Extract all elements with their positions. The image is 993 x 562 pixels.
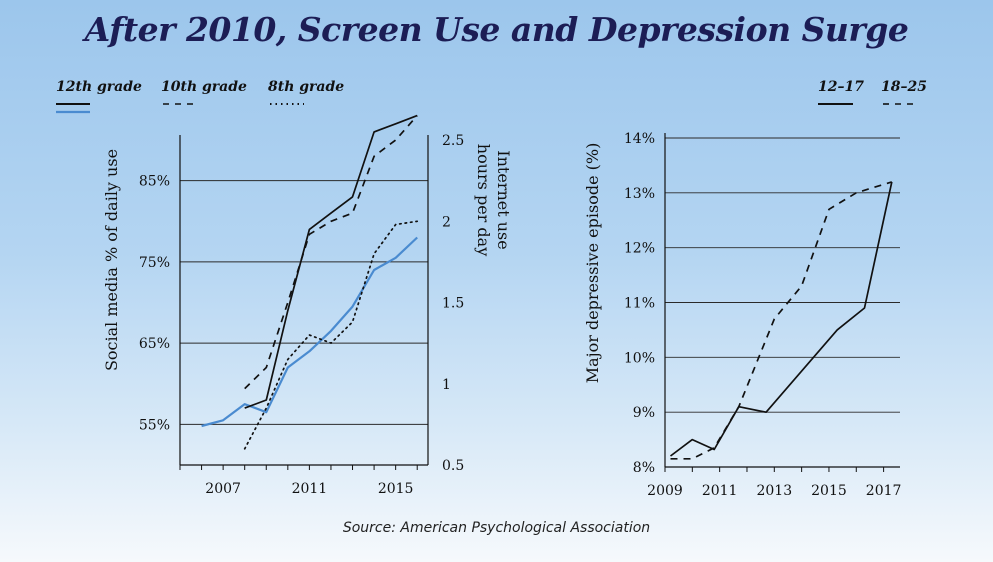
series-line-12th-grade-solid [201,236,418,428]
y2-tick-label: 1.5 [442,296,464,312]
x-tick-label: 2017 [866,483,902,499]
series-line-12th-grade-solid [244,114,418,409]
y-tick-label: 55% [139,417,170,433]
chart-title: After 2010, Screen Use and Depression Su… [84,10,909,49]
y-tick-label: 13% [624,186,655,202]
x-tick-label: 2009 [647,483,683,499]
left-chart-y2label-2: hours per day [474,144,493,256]
y2-tick-label: 2.5 [442,133,464,149]
left-chart-ylabel: Social media % of daily use [102,149,121,371]
x-tick-label: 2011 [702,483,738,499]
legend-label-10th-grade: 10th grade [161,79,247,95]
legend-label-12-17: 12–17 [818,79,864,95]
y-tick-label: 14% [624,131,655,147]
legend-label-18-25: 18–25 [881,79,927,95]
series-line-18-25-dashed [670,181,893,460]
x-tick-label: 2011 [292,481,328,497]
y-tick-label: 11% [624,296,655,312]
source-note: Source: American Psychological Associati… [342,520,651,536]
y2-tick-label: 0.5 [442,458,464,474]
y-tick-label: 75% [139,255,170,271]
right-chart: 8% 9% 10% 11% 12% 13% 14% 2009 2011 2013 2015 2017 [624,131,902,499]
x-tick-label: 2013 [756,483,792,499]
legend-10th-grade: 10th grade [161,79,247,95]
x-tick-label: 2015 [378,481,414,497]
y2-tick-label: 1 [442,377,451,393]
y-tick-label: 8% [633,460,655,476]
y-tick-label: 9% [633,405,655,421]
y-tick-label: 65% [139,336,170,352]
x-tick-label: 2007 [205,481,241,497]
y-tick-label: 12% [624,241,655,257]
legend-12-17: 12–17 [818,79,864,95]
legend-label-12th-grade: 12th grade [56,79,142,95]
left-chart: 55% 65% 75% 85% 0.5 1 1.5 2 2.5 2007 2011 2015 [139,114,464,497]
series-line-10th-grade-dashed [244,115,418,390]
series-line-12-17-solid [669,181,893,457]
legend-18-25: 18–25 [881,79,927,95]
y2-tick-label: 2 [442,214,451,230]
left-chart-y2label-1: Internet use [494,150,513,249]
legend-8th-grade: 8th grade [268,79,344,95]
series-line-8th-grade-dotted [243,220,419,450]
x-tick-label: 2015 [811,483,847,499]
legend-label-8th-grade: 8th grade [268,79,345,95]
y-tick-label: 85% [139,174,170,190]
right-chart-ylabel: Major depressive episode (%) [583,143,602,384]
legend-swatches [56,103,918,114]
legend-12th-grade: 12th grade [56,79,142,95]
y-tick-label: 10% [624,350,655,366]
